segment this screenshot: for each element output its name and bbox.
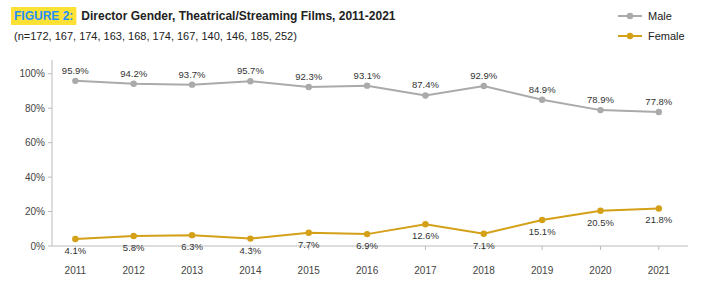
y-tick-label: 60% xyxy=(25,137,45,148)
x-tick-label: 2021 xyxy=(648,265,671,276)
data-label: 77.8% xyxy=(645,96,672,107)
point xyxy=(364,231,370,237)
legend-entry: Male xyxy=(648,10,672,22)
point xyxy=(306,84,312,90)
point xyxy=(189,81,195,87)
y-tick xyxy=(48,108,52,109)
point xyxy=(130,81,136,87)
point xyxy=(130,233,136,239)
data-label: 6.3% xyxy=(181,241,203,252)
line xyxy=(75,208,658,238)
x-tick-label: 2014 xyxy=(239,265,262,276)
data-label: 93.7% xyxy=(179,69,206,80)
y-tick xyxy=(48,177,52,178)
data-label: 92.9% xyxy=(470,70,497,81)
x-tick xyxy=(658,246,659,250)
y-tick-label: 80% xyxy=(25,103,45,114)
point xyxy=(247,78,253,84)
data-label: 95.7% xyxy=(237,65,264,76)
x-tick xyxy=(600,246,601,250)
data-label: 7.1% xyxy=(473,240,495,251)
x-tick-label: 2011 xyxy=(65,265,87,276)
y-tick-label: 0% xyxy=(31,241,46,252)
point xyxy=(189,232,195,238)
data-label: 5.8% xyxy=(123,242,145,253)
point xyxy=(422,221,428,227)
data-label: 12.6% xyxy=(412,230,439,241)
data-label: 7.7% xyxy=(298,239,320,250)
subtitle: (n=172, 167, 174, 163, 168, 174, 167, 14… xyxy=(14,30,297,42)
data-label: 78.9% xyxy=(587,94,614,105)
y-tick-label: 40% xyxy=(25,172,45,183)
legend-entry: Female xyxy=(648,30,685,42)
y-tick xyxy=(48,246,52,247)
data-label: 20.5% xyxy=(587,217,614,228)
y-tick xyxy=(48,142,52,143)
marks xyxy=(72,78,662,243)
data-label: 84.9% xyxy=(529,84,556,95)
x-tick-label: 2015 xyxy=(298,265,321,276)
line xyxy=(75,81,658,112)
x-tick-label: 2012 xyxy=(123,265,146,276)
point xyxy=(656,109,662,115)
legend-marker xyxy=(627,13,633,19)
x-tick-label: 2013 xyxy=(181,265,204,276)
point xyxy=(306,230,312,236)
data-label: 4.1% xyxy=(65,245,87,256)
point xyxy=(656,205,662,211)
point xyxy=(72,236,78,242)
y-axis-line xyxy=(52,60,53,246)
y-tick xyxy=(48,73,52,74)
data-label: 92.3% xyxy=(295,71,322,82)
title-highlight xyxy=(11,7,76,25)
data-label: 6.9% xyxy=(356,240,378,251)
y-tick-label: 20% xyxy=(25,206,45,217)
point xyxy=(364,82,370,88)
data-label: 87.4% xyxy=(412,79,439,90)
axes: 0% 20% 40% 60% 80% 100% 2011 2012 2013 2014 2015 20… xyxy=(19,60,688,276)
x-tick-label: 2020 xyxy=(589,265,612,276)
y-tick-label: 100% xyxy=(19,68,45,79)
x-tick-label: 2017 xyxy=(414,265,437,276)
chart: FIGURE 2: Director Gender, Theatrical/Str… xyxy=(0,0,704,294)
x-tick-label: 2018 xyxy=(473,265,496,276)
point xyxy=(539,217,545,223)
data-labels: 95.9% 94.2% 93.7% 95.7% 92.3% 93.1% 87.4% 92.9%… xyxy=(62,65,673,256)
data-label: 4.3% xyxy=(240,245,262,256)
title: Director Gender, Theatrical/Streaming Fi… xyxy=(81,9,395,23)
data-label: 15.1% xyxy=(529,226,556,237)
point xyxy=(597,107,603,113)
point xyxy=(597,207,603,213)
point xyxy=(72,78,78,84)
point xyxy=(539,97,545,103)
point xyxy=(481,231,487,237)
legend: Male Female xyxy=(618,10,685,42)
point xyxy=(422,92,428,98)
title-label: FIGURE 2: xyxy=(14,9,73,23)
x-tick-label: 2016 xyxy=(356,265,379,276)
point xyxy=(247,235,253,241)
x-tick xyxy=(542,246,543,250)
x-tick xyxy=(425,246,426,250)
legend-marker xyxy=(627,33,633,39)
data-label: 94.2% xyxy=(120,68,147,79)
x-tick-label: 2019 xyxy=(531,265,554,276)
y-tick xyxy=(48,211,52,212)
data-label: 95.9% xyxy=(62,65,89,76)
data-label: 21.8% xyxy=(645,214,672,225)
point xyxy=(481,83,487,89)
data-label: 93.1% xyxy=(354,70,381,81)
